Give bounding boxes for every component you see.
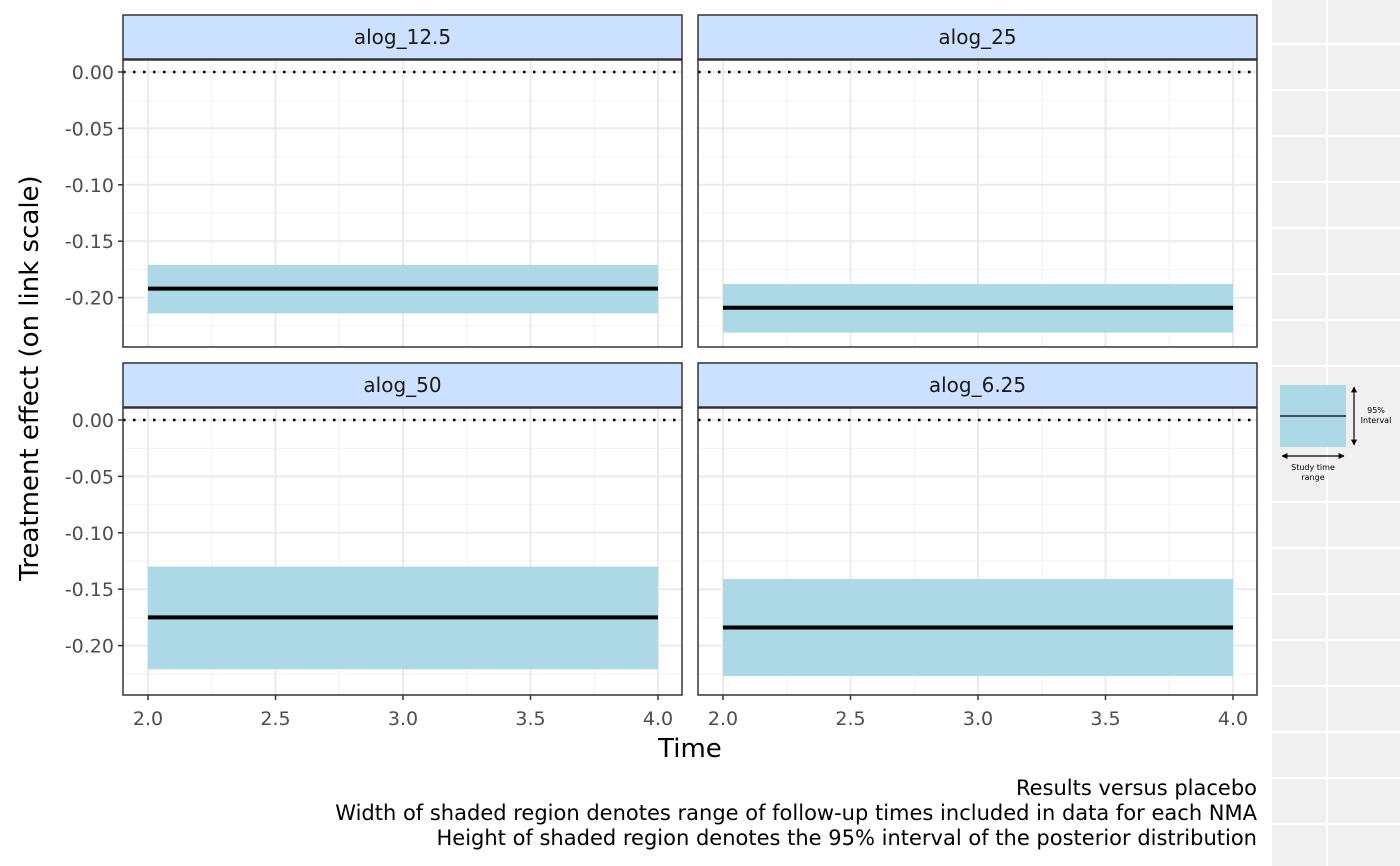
strip-label-alog_6.25: alog_6.25 <box>929 373 1026 397</box>
strip-label-alog_50: alog_50 <box>363 373 441 397</box>
y-tick-label: 0.00 <box>72 410 114 432</box>
caption-line-3: Height of shaded region denotes the 95% … <box>436 826 1257 850</box>
caption-line-1: Results versus placebo <box>1016 776 1257 800</box>
y-tick-label: -0.05 <box>65 466 114 488</box>
y-tick-label: -0.15 <box>65 231 114 253</box>
strip-background <box>122 362 683 408</box>
y-tick-label: 0.00 <box>72 62 114 84</box>
facet-panel-alog_12.5: alog_12.5 0.00 -0.05 -0.10 -0.15 -0.20 <box>65 14 683 348</box>
legend-interval-label: Interval <box>1361 416 1392 425</box>
x-axis-title: Time <box>657 734 722 764</box>
y-tick-label: -0.20 <box>65 636 114 658</box>
y-axis-title: Treatment effect (on link scale) <box>15 175 45 581</box>
legend-interval-label: 95% <box>1367 406 1385 415</box>
strip-label-alog_12.5: alog_12.5 <box>354 25 451 49</box>
x-tick-label: 3.0 <box>963 708 993 730</box>
x-tick-label: 3.5 <box>515 708 545 730</box>
strip-background <box>697 362 1258 408</box>
panel-border <box>697 59 1258 348</box>
x-tick-label: 2.5 <box>260 708 290 730</box>
caption-line-2: Width of shaded region denotes range of … <box>335 801 1257 825</box>
facet-panels: alog_12.5 0.00 -0.05 -0.10 -0.15 -0.20 alog_25… <box>65 14 1258 730</box>
x-tick-label: 3.5 <box>1090 708 1120 730</box>
y-tick-label: -0.20 <box>65 288 114 310</box>
y-tick-label: -0.05 <box>65 118 114 140</box>
y-tick-label: -0.10 <box>65 523 114 545</box>
x-tick-label: 2.0 <box>708 708 738 730</box>
x-tick-label: 4.0 <box>1218 708 1248 730</box>
legend-time-label: Study time <box>1291 463 1335 472</box>
x-tick-label: 4.0 <box>643 708 673 730</box>
facet-panel-alog_25: alog_25 <box>697 14 1258 348</box>
facet-panel-alog_6.25: alog_6.25 2.0 2.5 3.0 3.5 4.0 <box>697 362 1258 730</box>
panel-border <box>122 59 683 348</box>
y-tick-label: -0.15 <box>65 579 114 601</box>
strip-label-alog_25: alog_25 <box>938 25 1016 49</box>
x-tick-label: 2.5 <box>835 708 865 730</box>
facet-panel-alog_50: alog_50 0.00 -0.05 -0.10 -0.15 -0.20 2.0 2.5 3.0… <box>65 362 683 730</box>
strip-background <box>697 14 1258 60</box>
y-tick-label: -0.10 <box>65 175 114 197</box>
legend-time-label: range <box>1301 473 1324 482</box>
x-tick-label: 3.0 <box>388 708 418 730</box>
x-tick-label: 2.0 <box>133 708 163 730</box>
strip-background <box>122 14 683 60</box>
